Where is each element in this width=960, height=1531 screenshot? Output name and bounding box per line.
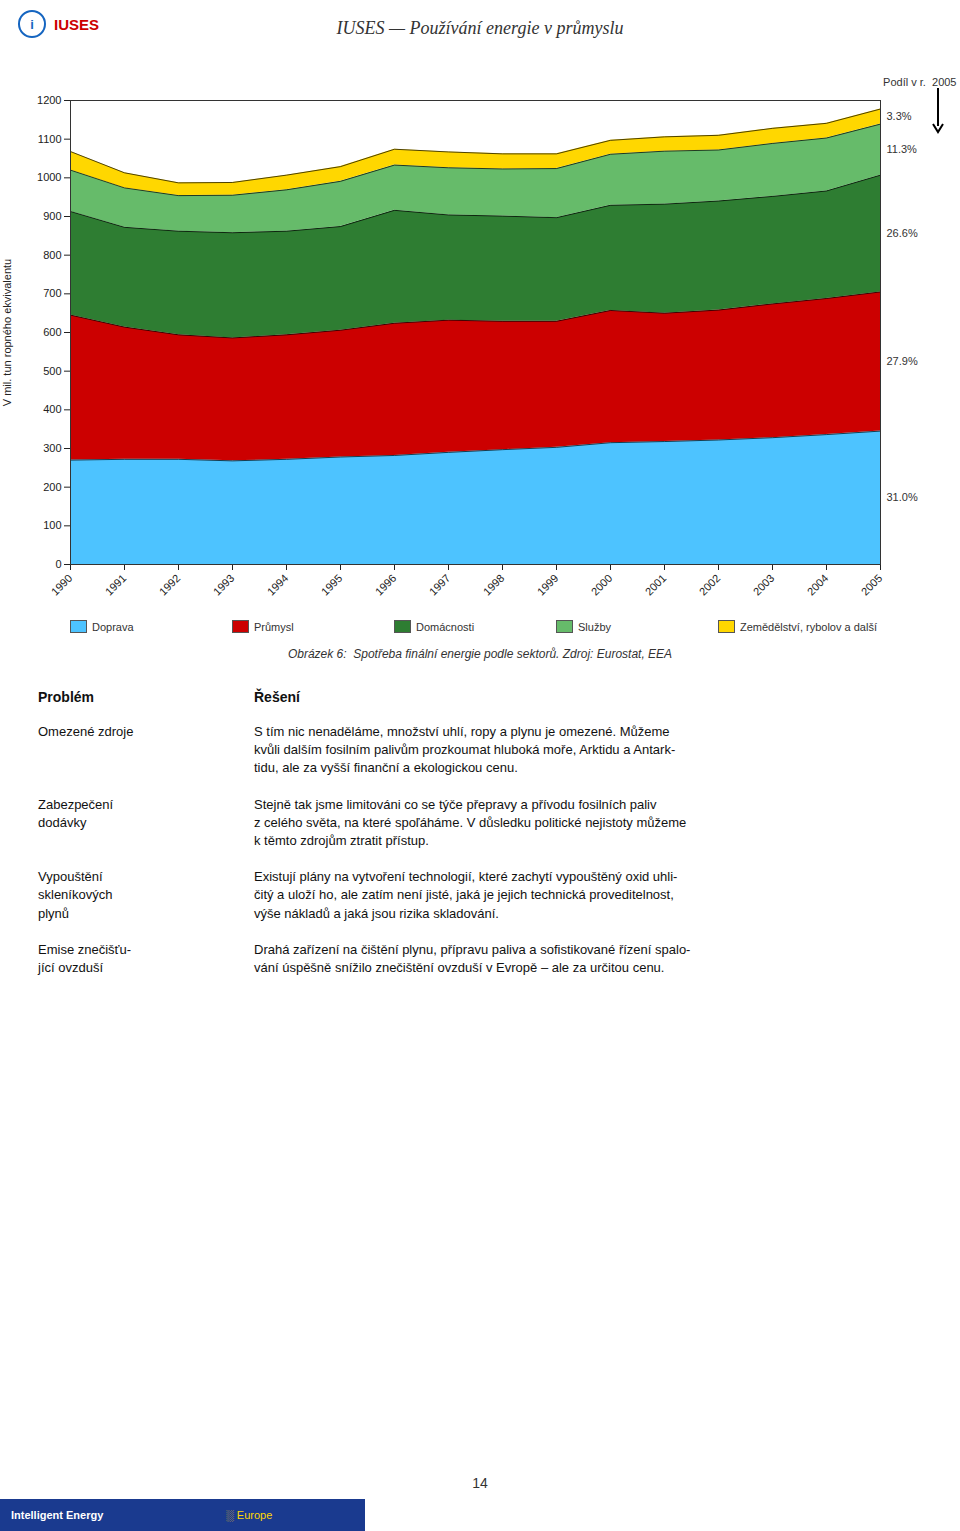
svg-text:1991: 1991	[103, 572, 129, 598]
svg-text:2000: 2000	[589, 572, 615, 598]
html-text:Obrázek 6: Spotřeba finální en: Obrázek 6: Spotřeba finální energie podl…	[287, 647, 673, 661]
svg-text:1998: 1998	[481, 572, 507, 598]
svg-text:200: 200	[43, 481, 61, 493]
html-text:Existují plány na vytvoření te: Existují plány na vytvoření technologií,…	[254, 869, 678, 921]
svg-text:0: 0	[55, 558, 61, 570]
html-text:Zemědělství, rybolov a další: Zemědělství, rybolov a další	[740, 620, 877, 633]
svg-text:27.9%: 27.9%	[887, 355, 918, 367]
svg-text:700: 700	[43, 287, 61, 299]
svg-text:400: 400	[43, 403, 61, 415]
svg-text:1100: 1100	[38, 133, 62, 145]
svg-text:500: 500	[43, 365, 61, 377]
svg-text:3.3%: 3.3%	[887, 110, 912, 122]
html-text:Problém: Problém	[38, 689, 94, 705]
html-text:Omezené zdroje: Omezené zdroje	[38, 724, 134, 739]
html-text:Stejně tak jsme limitováni co: Stejně tak jsme limitováni co se týče př…	[254, 796, 687, 848]
html-text:Drahá zařízení na čištění plyn: Drahá zařízení na čištění plynu, příprav…	[254, 941, 691, 975]
html-text:Intelligent Energy: Intelligent Energy	[11, 1509, 104, 1521]
svg-text:26.6%: 26.6%	[887, 227, 918, 239]
svg-text:2005: 2005	[859, 572, 885, 598]
html-text:i: i	[30, 16, 34, 32]
svg-text:31.0%: 31.0%	[887, 491, 918, 503]
svg-text:1200: 1200	[37, 94, 61, 106]
svg-text:11.3%: 11.3%	[887, 143, 918, 155]
svg-text:2003: 2003	[751, 572, 777, 598]
html-text:Doprava: Doprava	[92, 620, 134, 633]
html-text:Řešení: Řešení	[254, 689, 300, 705]
html-text:Zabezpečení dodávky: Zabezpečení dodávky	[38, 796, 114, 830]
svg-text:1995: 1995	[319, 572, 345, 598]
html-text:S tím nic nenaděláme, množství: S tím nic nenaděláme, množství uhlí, rop…	[254, 724, 676, 776]
html-text:Vypouštění skleníkových plynů: Vypouštění skleníkových plynů	[38, 869, 113, 921]
html-text:Domácnosti: Domácnosti	[416, 620, 475, 633]
html-text:14: 14	[472, 1475, 488, 1491]
svg-text:100: 100	[43, 519, 61, 531]
html-text:IUSES: IUSES	[54, 15, 99, 33]
svg-text:2001: 2001	[643, 572, 669, 598]
html-text:IUSES — Používání energie v pr: IUSES — Používání energie v průmyslu	[336, 18, 624, 38]
html-text:Služby: Služby	[578, 620, 611, 633]
svg-text:1997: 1997	[427, 572, 453, 598]
svg-text:1996: 1996	[373, 572, 399, 598]
svg-text:1994: 1994	[265, 572, 291, 598]
svg-text:1990: 1990	[49, 572, 75, 598]
svg-text:1993: 1993	[211, 572, 237, 598]
svg-text:Podíl v r. 2005: Podíl v r. 2005	[883, 76, 956, 88]
html-text:░ Europe: ░ Europe	[226, 1509, 273, 1521]
svg-text:900: 900	[43, 210, 61, 222]
svg-text:800: 800	[43, 249, 61, 261]
svg-text:1999: 1999	[535, 572, 561, 598]
svg-text:1992: 1992	[157, 572, 183, 598]
svg-text:300: 300	[43, 442, 61, 454]
html-text:Průmysl: Průmysl	[254, 620, 294, 633]
svg-text:2004: 2004	[805, 572, 831, 598]
html-text:Emise znečišťu- jící ovzduší: Emise znečišťu- jící ovzduší	[38, 941, 131, 975]
svg-text:600: 600	[43, 326, 61, 338]
svg-text:V mil. tun ropného ekvivalentu: V mil. tun ropného ekvivalentu	[1, 259, 13, 406]
svg-text:1000: 1000	[37, 171, 61, 183]
svg-text:2002: 2002	[697, 572, 723, 598]
